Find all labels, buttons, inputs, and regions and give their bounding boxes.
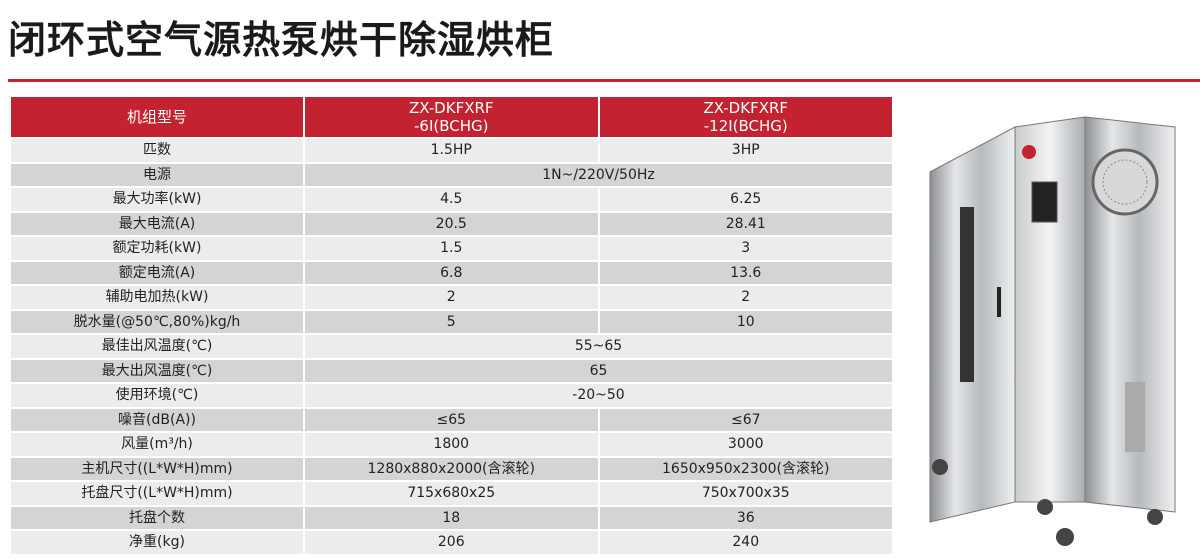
spec-table: 机组型号 ZX-DKFXRF -6Ⅰ(BCHG) ZX-DKFXRF -12Ⅰ(BC…	[9, 95, 894, 556]
title-divider	[8, 79, 1200, 82]
row-label: 噪音(dB(A))	[11, 408, 303, 431]
row-value-model-1: 5	[305, 310, 598, 333]
table-row: 电源 1N~/220V/50Hz	[11, 163, 892, 186]
row-label: 托盘尺寸((L*W*H)mm)	[11, 482, 303, 505]
table-row: 托盘尺寸((L*W*H)mm) 715x680x25 750x700x35	[11, 482, 892, 505]
table-row: 最大出风温度(℃) 65	[11, 359, 892, 382]
row-value-model-1: 18	[305, 506, 598, 529]
row-label: 最佳出风温度(℃)	[11, 335, 303, 358]
table-row: 匹数 1.5HP 3HP	[11, 139, 892, 162]
row-label: 使用环境(℃)	[11, 384, 303, 407]
table-row: 最佳出风温度(℃) 55~65	[11, 335, 892, 358]
table-row: 脱水量(@50℃,80%)kg/h 5 10	[11, 310, 892, 333]
row-label: 风量(m³/h)	[11, 433, 303, 456]
table-row: 最大功率(kW) 4.5 6.25	[11, 188, 892, 211]
logo	[1022, 145, 1036, 159]
row-label: 匹数	[11, 139, 303, 162]
row-value-model-1: 1.5	[305, 237, 598, 260]
model-1-line2: -6Ⅰ(BCHG)	[414, 117, 489, 135]
row-value-model-1: 2	[305, 286, 598, 309]
table-row: 风量(m³/h) 1800 3000	[11, 433, 892, 456]
row-value-model-2: 6.25	[599, 188, 892, 211]
row-label: 电源	[11, 163, 303, 186]
row-value-merged: 65	[305, 359, 892, 382]
row-label: 额定功耗(kW)	[11, 237, 303, 260]
control-screen	[1031, 181, 1058, 223]
model-1-line1: ZX-DKFXRF	[408, 99, 494, 117]
row-value-merged: 55~65	[305, 335, 892, 358]
table-row: 额定电流(A) 6.8 13.6	[11, 261, 892, 284]
table-row: 使用环境(℃) -20~50	[11, 384, 892, 407]
caster-wheel	[1056, 528, 1074, 546]
row-value-model-1: 1280x880x2000(含滚轮)	[305, 457, 598, 480]
row-value-model-2: ≤67	[599, 408, 892, 431]
table-row: 辅助电加热(kW) 2 2	[11, 286, 892, 309]
row-value-model-2: 750x700x35	[599, 482, 892, 505]
table-row: 托盘个数 18 36	[11, 506, 892, 529]
table-row: 主机尺寸((L*W*H)mm) 1280x880x2000(含滚轮) 1650x95…	[11, 457, 892, 480]
model-2-line2: -12Ⅰ(BCHG)	[703, 117, 788, 135]
vent-grille	[1125, 382, 1145, 452]
row-value-model-2: 13.6	[599, 261, 892, 284]
row-value-model-2: 3	[599, 237, 892, 260]
row-label: 净重(kg)	[11, 531, 303, 554]
row-label: 主机尺寸((L*W*H)mm)	[11, 457, 303, 480]
row-value-model-1: 1.5HP	[305, 139, 598, 162]
table-row: 噪音(dB(A)) ≤65 ≤67	[11, 408, 892, 431]
door-handle	[997, 287, 1001, 317]
table-row: 净重(kg) 206 240	[11, 531, 892, 554]
table-row: 最大电流(A) 20.5 28.41	[11, 212, 892, 235]
cabinet-machine-panel	[1084, 116, 1176, 513]
row-value-model-1: 206	[305, 531, 598, 554]
drying-cabinet-image	[929, 116, 1176, 546]
row-label: 最大功率(kW)	[11, 188, 303, 211]
row-label: 最大电流(A)	[11, 212, 303, 235]
row-value-model-2: 10	[599, 310, 892, 333]
row-value-model-1: 20.5	[305, 212, 598, 235]
row-value-model-2: 2	[599, 286, 892, 309]
row-value-model-1: 4.5	[305, 188, 598, 211]
row-value-model-1: 715x680x25	[305, 482, 598, 505]
cabinet-door	[1014, 116, 1086, 503]
page-title: 闭环式空气源热泵烘干除湿烘柜	[8, 18, 555, 62]
row-label: 最大出风温度(℃)	[11, 359, 303, 382]
row-value-model-1: 6.8	[305, 261, 598, 284]
table-header: 机组型号 ZX-DKFXRF -6Ⅰ(BCHG) ZX-DKFXRF -12Ⅰ(BC…	[11, 97, 892, 137]
table-row: 额定功耗(kW) 1.5 3	[11, 237, 892, 260]
fan-icon	[1091, 148, 1159, 216]
row-label: 托盘个数	[11, 506, 303, 529]
row-value-model-1: ≤65	[305, 408, 598, 431]
caster-wheel	[1037, 499, 1053, 515]
header-label: 机组型号	[11, 97, 303, 137]
row-label: 辅助电加热(kW)	[11, 286, 303, 309]
caster-wheel	[1147, 509, 1163, 525]
row-label: 额定电流(A)	[11, 261, 303, 284]
row-label: 脱水量(@50℃,80%)kg/h	[11, 310, 303, 333]
row-value-model-2: 240	[599, 531, 892, 554]
header-model-1: ZX-DKFXRF -6Ⅰ(BCHG)	[305, 97, 598, 137]
row-value-model-2: 1650x950x2300(含滚轮)	[599, 457, 892, 480]
model-2-line1: ZX-DKFXRF	[703, 99, 789, 117]
row-value-model-2: 3000	[599, 433, 892, 456]
cabinet-window	[960, 207, 974, 382]
row-value-merged: -20~50	[305, 384, 892, 407]
row-value-model-1: 1800	[305, 433, 598, 456]
row-value-model-2: 28.41	[599, 212, 892, 235]
row-value-model-2: 3HP	[599, 139, 892, 162]
caster-wheel	[932, 459, 948, 475]
row-value-model-2: 36	[599, 506, 892, 529]
header-model-2: ZX-DKFXRF -12Ⅰ(BCHG)	[599, 97, 892, 137]
row-value-merged: 1N~/220V/50Hz	[305, 163, 892, 186]
